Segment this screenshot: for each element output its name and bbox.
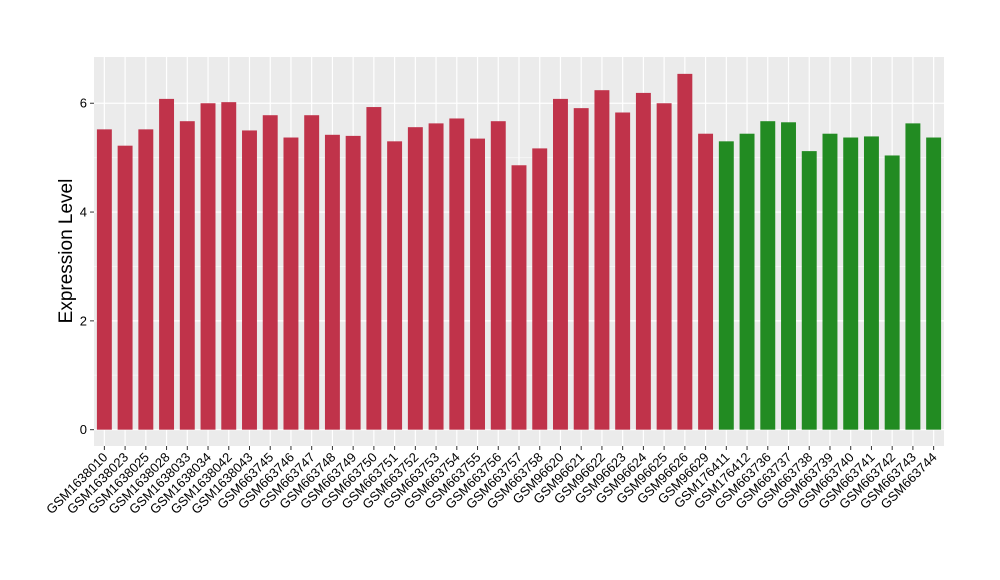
- bar-GSM663756: [490, 121, 506, 430]
- bar-GSM1638025: [138, 129, 154, 430]
- bar-GSM663736: [760, 121, 776, 430]
- bar-GSM96625: [656, 103, 672, 430]
- bar-GSM663737: [781, 122, 796, 430]
- bar-GSM663739: [822, 133, 838, 430]
- bar-GSM96620: [553, 98, 568, 430]
- bar-GSM663757: [511, 165, 527, 430]
- bar-GSM663743: [905, 123, 921, 430]
- bar-GSM96622: [594, 90, 610, 430]
- bar-GSM663747: [304, 115, 320, 430]
- bar-GSM663745: [262, 115, 278, 430]
- bar-GSM176411: [718, 141, 734, 430]
- bar-GSM663753: [428, 123, 444, 430]
- bar-GSM96623: [615, 112, 631, 430]
- bar-GSM663748: [324, 134, 340, 430]
- y-tick-label: 4: [80, 205, 87, 220]
- bar-GSM176412: [739, 133, 755, 430]
- bar-GSM663746: [283, 137, 299, 430]
- bar-GSM96626: [677, 73, 693, 430]
- bar-GSM96629: [698, 133, 714, 430]
- bar-GSM663744: [926, 137, 942, 430]
- y-axis-title: Expression Level: [56, 179, 77, 324]
- y-tick-label: 0: [80, 422, 87, 437]
- bar-GSM1638042: [221, 102, 237, 430]
- bar-GSM1638033: [179, 121, 195, 430]
- bar-GSM663740: [843, 137, 859, 430]
- y-tick-label: 2: [80, 313, 87, 328]
- bar-GSM96621: [573, 108, 589, 430]
- bar-GSM663738: [801, 151, 817, 430]
- bar-GSM663749: [345, 135, 361, 430]
- bar-GSM663754: [449, 118, 465, 430]
- bar-GSM1638028: [159, 98, 175, 430]
- y-tick-label: 6: [80, 96, 87, 111]
- bar-GSM96624: [635, 92, 651, 430]
- bar-GSM663742: [884, 155, 900, 430]
- bar-GSM1638043: [242, 130, 257, 430]
- bar-GSM663758: [532, 148, 548, 430]
- bar-GSM1638034: [200, 103, 216, 430]
- bar-GSM1638023: [117, 145, 133, 430]
- bar-GSM663752: [407, 127, 423, 430]
- bar-GSM663751: [387, 141, 403, 430]
- bar-GSM663750: [366, 107, 382, 430]
- bar-GSM1638010: [96, 129, 112, 430]
- bar-GSM663741: [863, 136, 879, 430]
- bar-GSM663755: [470, 138, 485, 430]
